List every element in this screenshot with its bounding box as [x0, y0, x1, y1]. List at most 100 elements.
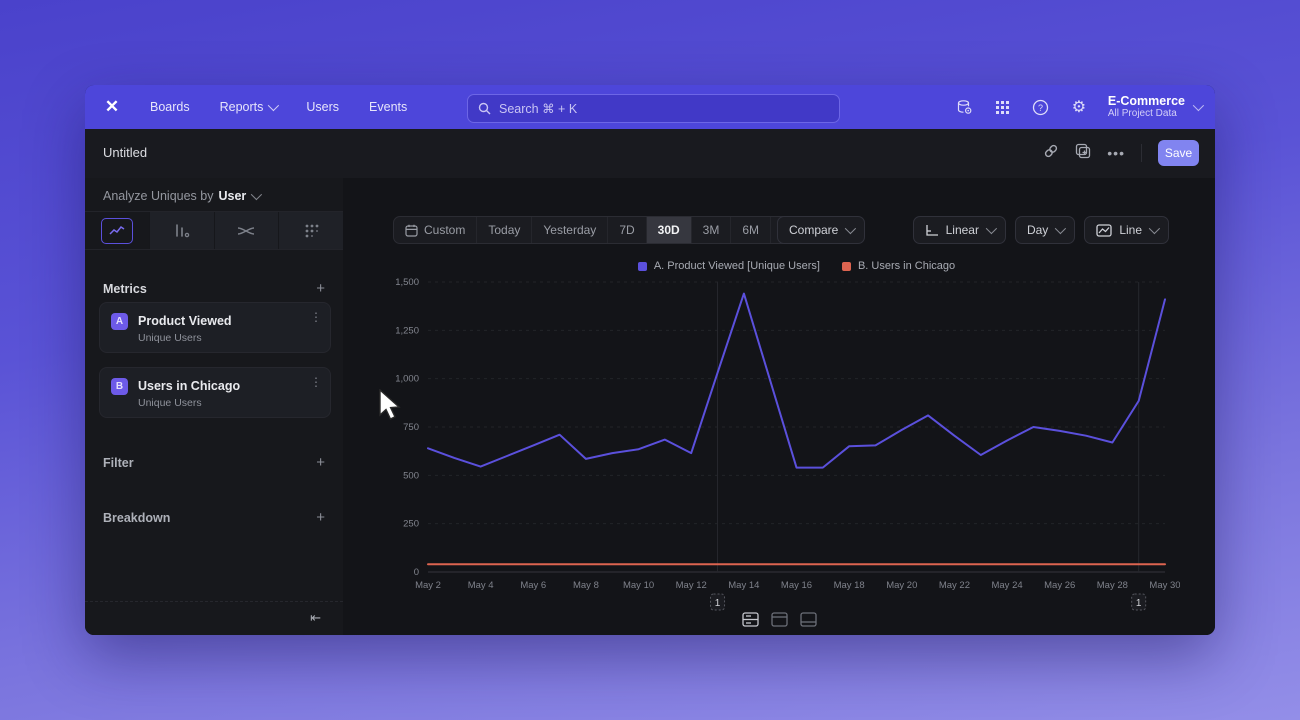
data-management-icon[interactable]	[956, 98, 974, 116]
svg-text:May 30: May 30	[1149, 580, 1180, 591]
settings-gear-icon[interactable]: ⚙	[1071, 99, 1087, 116]
svg-text:May 18: May 18	[834, 580, 865, 591]
svg-text:1,250: 1,250	[395, 325, 419, 336]
project-subtitle: All Project Data	[1107, 108, 1177, 119]
svg-text:May 22: May 22	[939, 580, 970, 591]
metric-title: Users in Chicago	[138, 379, 241, 393]
svg-text:0: 0	[414, 567, 419, 578]
add-filter-button[interactable]: +	[316, 454, 325, 471]
dot-grid-icon	[305, 224, 319, 238]
nav-item-reports[interactable]: Reports	[220, 99, 280, 114]
layout-panel-bottom-icon[interactable]	[798, 610, 818, 628]
range-custom[interactable]: Custom	[394, 217, 478, 243]
app-window: ✕ Boards Reports Users Events Search ⌘ +…	[85, 85, 1215, 635]
svg-text:May 16: May 16	[781, 580, 812, 591]
tab-line-chart[interactable]	[85, 212, 150, 249]
metric-title: Product Viewed	[138, 314, 232, 328]
svg-text:1: 1	[1136, 598, 1142, 609]
search-icon	[478, 102, 491, 115]
range-6m[interactable]: 6M	[731, 217, 772, 243]
analyze-entity: User	[218, 189, 247, 203]
chevron-down-icon	[985, 222, 998, 235]
project-switcher[interactable]: E-Commerce All Project Data	[1107, 94, 1205, 120]
svg-text:May 26: May 26	[1044, 580, 1075, 591]
metric-badge-a: A	[111, 313, 128, 330]
chart-panel: Custom Today Yesterday 7D 30D 3M 6M 12M …	[343, 178, 1215, 635]
metric-card-a[interactable]: A Product Viewed Unique Users ⋮	[99, 302, 331, 353]
svg-text:May 20: May 20	[886, 580, 917, 591]
bar-chart-icon	[175, 223, 189, 237]
svg-text:May 6: May 6	[520, 580, 546, 591]
add-metric-button[interactable]: +	[316, 280, 325, 297]
svg-text:1: 1	[715, 598, 721, 609]
range-7d[interactable]: 7D	[608, 217, 647, 243]
interval-selector[interactable]: Day	[1014, 216, 1076, 244]
search-placeholder: Search ⌘ + K	[499, 102, 578, 116]
mixpanel-logo-icon[interactable]: ✕	[104, 97, 120, 116]
legend-swatch-a	[637, 261, 647, 271]
metric-badge-b: B	[111, 378, 128, 395]
scale-selector[interactable]: Linear	[912, 216, 1006, 244]
range-today[interactable]: Today	[477, 217, 533, 243]
breakdown-section-header: Breakdown +	[103, 509, 325, 526]
divider	[1141, 144, 1142, 162]
svg-text:May 14: May 14	[728, 580, 759, 591]
duplicate-icon[interactable]	[1075, 143, 1091, 164]
axis-icon	[925, 224, 938, 236]
nav-item-users[interactable]: Users	[306, 100, 340, 114]
apps-grid-icon[interactable]	[994, 98, 1012, 116]
legend-item-a[interactable]: A. Product Viewed [Unique Users]	[637, 260, 820, 272]
report-titlebar: Untitled ••• Save	[85, 129, 1215, 179]
flows-icon	[238, 226, 255, 235]
nav-item-boards[interactable]: Boards	[150, 100, 190, 114]
svg-text:1,000: 1,000	[395, 374, 419, 385]
metrics-section-header: Metrics +	[103, 280, 325, 297]
svg-text:May 8: May 8	[573, 580, 599, 591]
filter-section-header: Filter +	[103, 454, 325, 471]
range-3m[interactable]: 3M	[692, 217, 732, 243]
nav-item-events[interactable]: Events	[369, 100, 408, 114]
sidebar-footer: ⇤	[85, 601, 343, 635]
svg-text:1,500: 1,500	[395, 277, 419, 288]
legend-item-b[interactable]: B. Users in Chicago	[841, 260, 955, 272]
chevron-down-icon	[268, 99, 280, 112]
metric-subtitle[interactable]: Unique Users	[138, 332, 202, 344]
svg-text:500: 500	[403, 470, 419, 481]
svg-text:750: 750	[403, 422, 419, 433]
search-input[interactable]: Search ⌘ + K	[467, 94, 840, 123]
svg-text:May 2: May 2	[415, 580, 441, 591]
calendar-icon	[405, 224, 418, 237]
layout-panel-top-icon[interactable]	[769, 610, 789, 628]
report-title[interactable]: Untitled	[103, 145, 148, 160]
tab-retention[interactable]	[279, 212, 343, 249]
add-breakdown-button[interactable]: +	[316, 509, 325, 526]
chevron-down-icon	[1055, 222, 1067, 235]
compare-button[interactable]: Compare	[777, 216, 866, 244]
svg-text:May 10: May 10	[623, 580, 654, 591]
chevron-down-icon	[1192, 99, 1205, 112]
copy-link-icon[interactable]	[1043, 143, 1059, 164]
layout-split-horizontal-icon[interactable]	[740, 610, 760, 628]
kebab-menu-icon[interactable]: ⋮	[310, 375, 322, 389]
line-chart[interactable]: 0 250 500 750 1,000 1,250 1,500 May 2 May 4 May 6…	[390, 275, 1180, 620]
query-builder-sidebar: Analyze Uniques by User Metrics +	[85, 178, 344, 635]
line-chart-icon	[100, 217, 133, 244]
collapse-sidebar-icon[interactable]: ⇤	[310, 610, 321, 625]
range-yesterday[interactable]: Yesterday	[532, 217, 609, 243]
analyze-selector[interactable]: Analyze Uniques by User	[103, 188, 263, 203]
date-range-segmented-control: Custom Today Yesterday 7D 30D 3M 6M 12M	[393, 216, 818, 244]
svg-text:May 28: May 28	[1097, 580, 1128, 591]
project-name: E-Commerce	[1107, 94, 1185, 108]
metric-subtitle[interactable]: Unique Users	[138, 397, 202, 409]
kebab-menu-icon[interactable]: ⋮	[310, 310, 322, 324]
metric-card-b[interactable]: B Users in Chicago Unique Users ⋮	[99, 367, 331, 418]
layout-toggles	[343, 610, 1215, 628]
more-menu-icon[interactable]: •••	[1107, 145, 1125, 161]
tab-bar-chart[interactable]	[150, 212, 215, 249]
help-icon[interactable]: ?	[1032, 98, 1050, 116]
svg-text:May 4: May 4	[468, 580, 494, 591]
chart-type-selector[interactable]: Line	[1084, 216, 1169, 244]
save-button[interactable]: Save	[1158, 140, 1199, 166]
range-30d[interactable]: 30D	[646, 217, 692, 243]
tab-flows[interactable]	[215, 212, 280, 249]
